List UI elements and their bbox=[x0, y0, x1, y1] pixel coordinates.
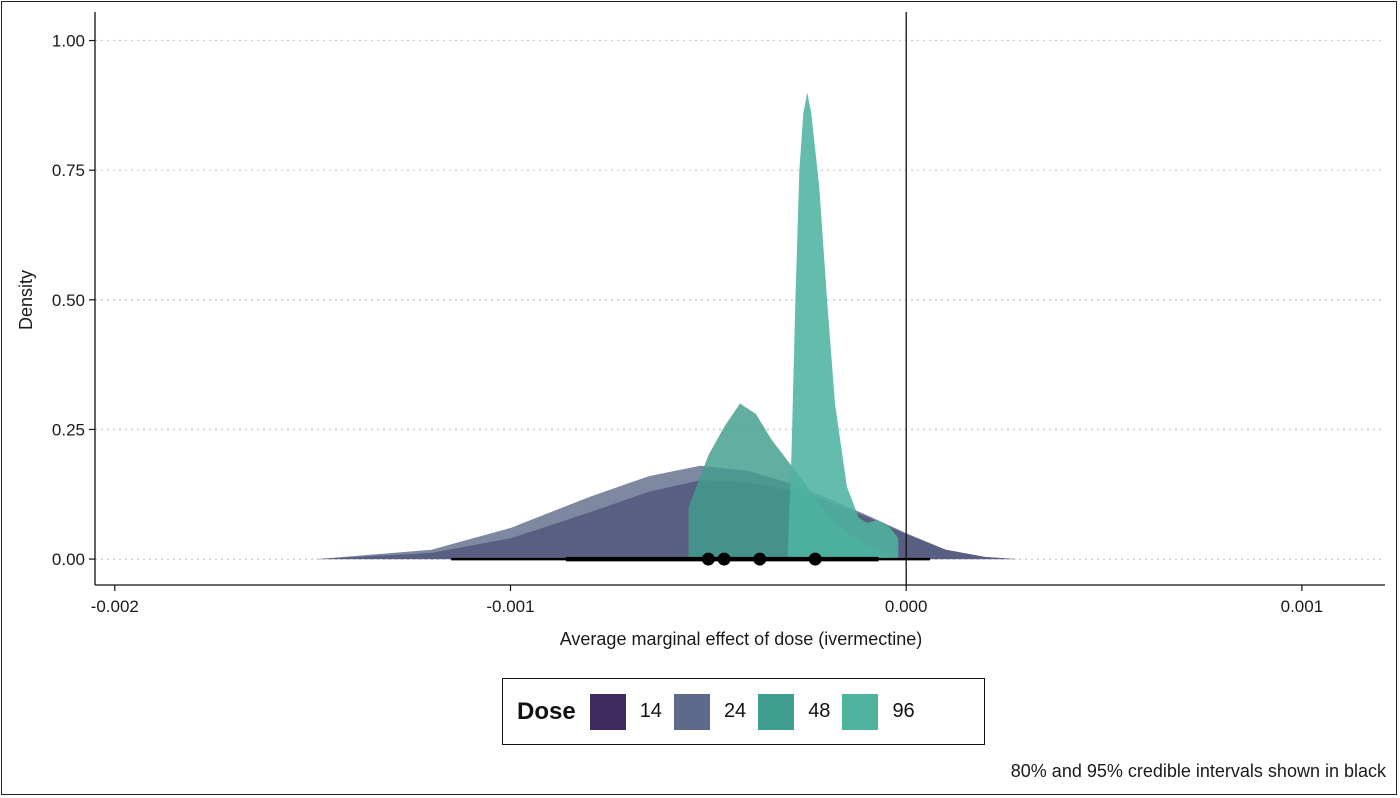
median-points bbox=[701, 552, 822, 566]
legend-title: Dose bbox=[517, 697, 576, 725]
gridlines bbox=[95, 39, 1385, 560]
caption: 80% and 95% credible intervals shown in … bbox=[1010, 761, 1386, 781]
y-tick-label: 1.00 bbox=[52, 32, 85, 51]
x-tick-label: 0.000 bbox=[885, 597, 928, 616]
median-point bbox=[717, 552, 731, 566]
density-area-96 bbox=[787, 92, 899, 560]
median-point bbox=[701, 552, 715, 566]
legend-swatch-48 bbox=[758, 693, 795, 730]
legend-item-48: 48 bbox=[758, 693, 831, 730]
legend-label-14: 14 bbox=[639, 700, 662, 722]
legend: Dose 14 24 48 96 bbox=[502, 678, 985, 745]
legend-label-96: 96 bbox=[892, 700, 915, 722]
density-area-24 bbox=[316, 465, 1017, 560]
y-tick-label: 0.75 bbox=[52, 161, 85, 180]
legend-swatch-14 bbox=[589, 693, 626, 730]
legend-swatch-24 bbox=[673, 693, 710, 730]
legend-item-14: 14 bbox=[589, 693, 662, 730]
legend-item-96: 96 bbox=[842, 693, 915, 730]
axes: 0.00 0.25 0.50 0.75 1.00 -0.002 -0.001 0.000 0.0… bbox=[52, 12, 1385, 616]
median-point bbox=[808, 552, 822, 566]
y-tick-label: 0.50 bbox=[52, 291, 85, 310]
legend-label-24: 24 bbox=[723, 700, 747, 722]
y-tick-label: 0.25 bbox=[52, 420, 85, 439]
x-tick-label: 0.001 bbox=[1281, 597, 1324, 616]
y-axis-title: Density bbox=[16, 270, 36, 330]
legend-swatch-96 bbox=[842, 693, 879, 730]
legend-item-24: 24 bbox=[673, 693, 747, 730]
density-areas bbox=[316, 92, 1017, 560]
legend-label-48: 48 bbox=[808, 700, 831, 722]
x-tick-label: -0.001 bbox=[486, 597, 534, 616]
y-tick-label: 0.00 bbox=[52, 550, 85, 569]
x-tick-label: -0.002 bbox=[91, 597, 139, 616]
median-point bbox=[753, 552, 767, 566]
x-axis-title: Average marginal effect of dose (ivermec… bbox=[560, 629, 923, 649]
